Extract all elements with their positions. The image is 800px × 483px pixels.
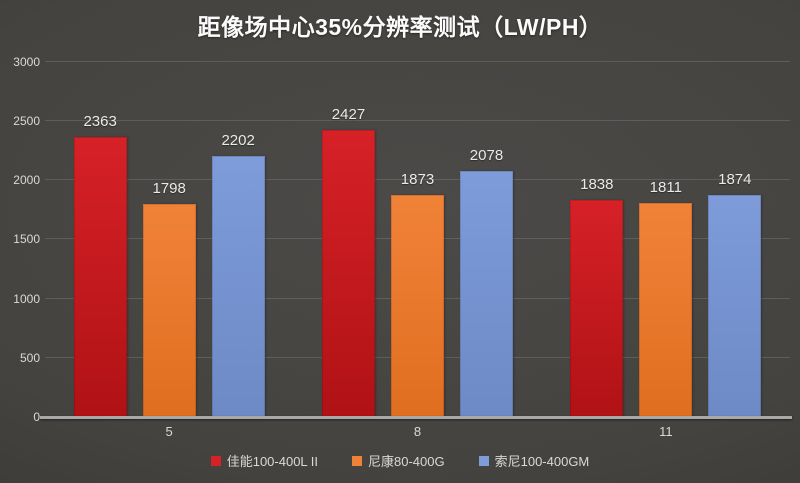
bar-value-label: 2363 <box>83 113 117 130</box>
y-tick-label: 1000 <box>13 292 40 306</box>
bar-group-8: 2427 1873 2078 <box>293 62 541 417</box>
bar-value-label: 1838 <box>580 176 614 193</box>
bar <box>459 171 513 417</box>
legend-marker-icon <box>352 455 363 466</box>
legend-label: 尼康80-400G <box>368 454 445 469</box>
gridline-2000 <box>45 179 790 180</box>
bar-wrap: 2078 <box>459 147 513 417</box>
legend-label: 索尼100-400GM <box>494 454 590 469</box>
legend-marker-icon <box>210 455 221 466</box>
gridline-3000 <box>45 61 790 62</box>
y-tick-label: 2500 <box>13 114 40 128</box>
bar-value-label: 2202 <box>221 132 255 149</box>
legend-marker-icon <box>478 455 489 466</box>
bar-group-11: 1838 1811 1874 <box>542 62 790 417</box>
bar-wrap: 1874 <box>708 171 762 417</box>
bar <box>73 137 127 417</box>
bar <box>211 156 265 417</box>
bar-value-label: 1873 <box>400 171 435 188</box>
bar-wrap: 1798 <box>142 180 196 417</box>
bar <box>570 200 624 417</box>
legend: 佳能100-400L II 尼康80-400G 索尼100-400GM <box>0 451 800 470</box>
bar-value-label: 1811 <box>649 179 682 196</box>
bar-wrap: 1811 <box>639 179 693 417</box>
x-axis-labels: 5 8 11 <box>45 424 790 439</box>
y-tick-label: 0 <box>33 410 40 424</box>
bar-wrap: 2202 <box>211 132 265 417</box>
bar <box>390 195 444 417</box>
bar-value-label: 1874 <box>718 171 752 188</box>
x-tick-label: 8 <box>413 424 422 439</box>
legend-item: 索尼100-400GM <box>478 451 590 470</box>
gridline-2500 <box>45 120 790 121</box>
legend-label: 佳能100-400L II <box>226 454 319 469</box>
bar-value-label: 1798 <box>152 180 186 197</box>
y-tick-label: 500 <box>19 351 40 365</box>
bar-wrap: 2427 <box>321 106 375 417</box>
legend-item: 尼康80-400G <box>352 451 445 470</box>
x-tick-label: 5 <box>165 424 173 439</box>
y-tick-label: 1500 <box>13 232 40 246</box>
x-tick-label: 11 <box>659 424 673 439</box>
bar-wrap: 1838 <box>570 176 624 417</box>
chart-title: 距像场中心35%分辨率测试（LW/PH） <box>197 14 603 40</box>
bar-groups: 2363 1798 2202 2427 1873 2078 1838 1811 1874 <box>45 62 790 417</box>
bar-value-label: 2078 <box>469 147 504 164</box>
bar <box>708 195 762 417</box>
bar-value-label: 2427 <box>331 106 366 123</box>
bar-wrap: 1873 <box>390 171 444 417</box>
x-axis-line <box>40 416 792 419</box>
y-tick-label: 3000 <box>13 55 40 69</box>
bar-group-5: 2363 1798 2202 <box>45 62 293 417</box>
bar-wrap: 2363 <box>73 113 127 417</box>
bar <box>142 204 196 417</box>
legend-item: 佳能100-400L II <box>210 451 319 470</box>
plot-area: 2363 1798 2202 2427 1873 2078 1838 1811 1874 <box>40 61 792 419</box>
y-tick-label: 2000 <box>13 173 40 187</box>
bar <box>639 203 693 417</box>
bar <box>321 130 375 417</box>
